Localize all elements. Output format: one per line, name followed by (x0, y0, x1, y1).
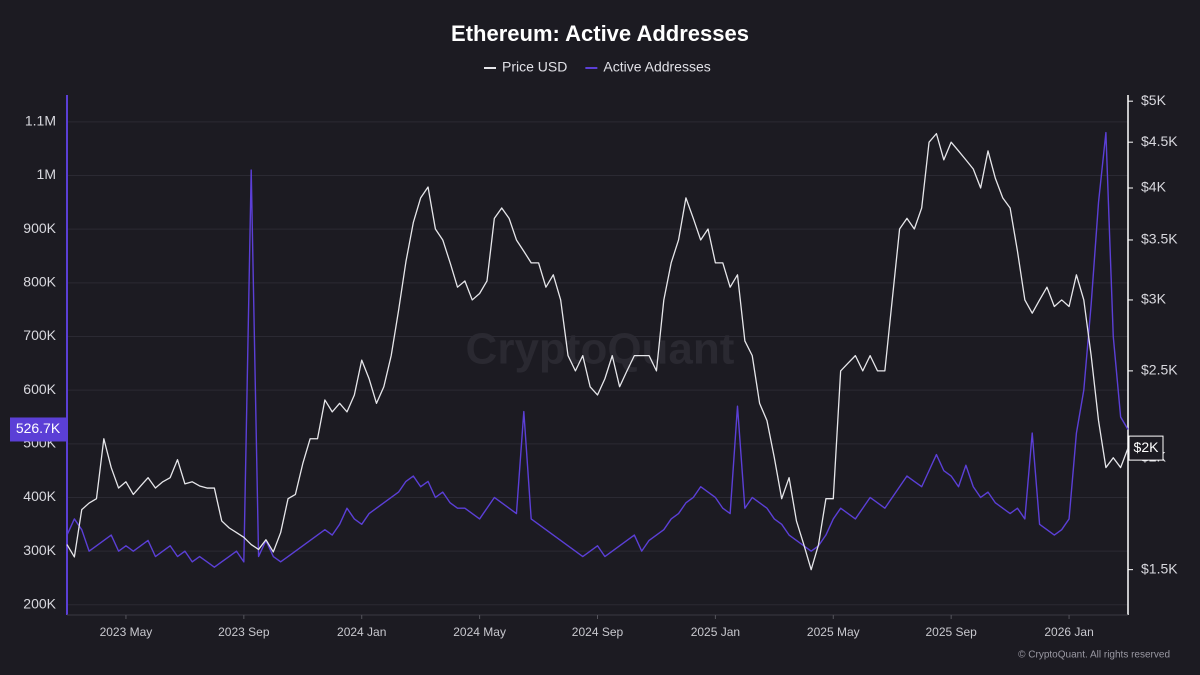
x-tick-label: 2024 May (453, 625, 506, 639)
y-tick-label: 1.1M (25, 113, 56, 129)
y2-tick-label: $3K (1141, 291, 1167, 307)
footer: © CryptoQuant. All rights reserved (1018, 650, 1170, 661)
last-value-box (10, 417, 67, 442)
y2-tick-label: $4K (1141, 179, 1167, 195)
x-tick-label: 2025 Jan (691, 625, 740, 639)
last-value-box (1128, 435, 1164, 461)
legend-label: Active Addresses (603, 59, 710, 75)
y2-tick-label: $3.5K (1141, 231, 1178, 247)
last-value-label: 526.7K (16, 420, 61, 436)
chart-title: Ethereum: Active Addresses (451, 21, 749, 46)
y-tick-label: 300K (23, 542, 56, 558)
x-tick-label: 2025 Sep (925, 625, 977, 639)
series-line (66, 132, 1129, 571)
y-tick-label: 1M (37, 166, 56, 182)
x-tick-label: 2023 Sep (218, 625, 270, 639)
y-tick-label: 900K (23, 220, 56, 236)
y2-tick-label: $4.5K (1141, 133, 1178, 149)
x-tick-label: 2026 Jan (1044, 625, 1093, 639)
x-tick-label: 2024 Jan (337, 625, 386, 639)
x-tick-label: 2024 Sep (572, 625, 624, 639)
last-value-label: $2K (1134, 439, 1160, 455)
series-line (66, 131, 1129, 568)
y2-tick-label: $1.5K (1141, 560, 1178, 576)
y2-tick-label: $2.5K (1141, 362, 1178, 378)
legend-label: Price USD (502, 59, 567, 75)
y-tick-label: 600K (23, 381, 56, 397)
watermark: CryptoQuant (466, 325, 735, 374)
y2-tick-label: $5K (1141, 92, 1167, 108)
x-tick-label: 2025 May (807, 625, 860, 639)
x-tick-label: 2023 May (100, 625, 153, 639)
y-tick-label: 800K (23, 274, 56, 290)
y-tick-label: 400K (23, 488, 56, 504)
y-tick-label: 700K (23, 327, 56, 343)
y-tick-label: 200K (23, 596, 56, 612)
